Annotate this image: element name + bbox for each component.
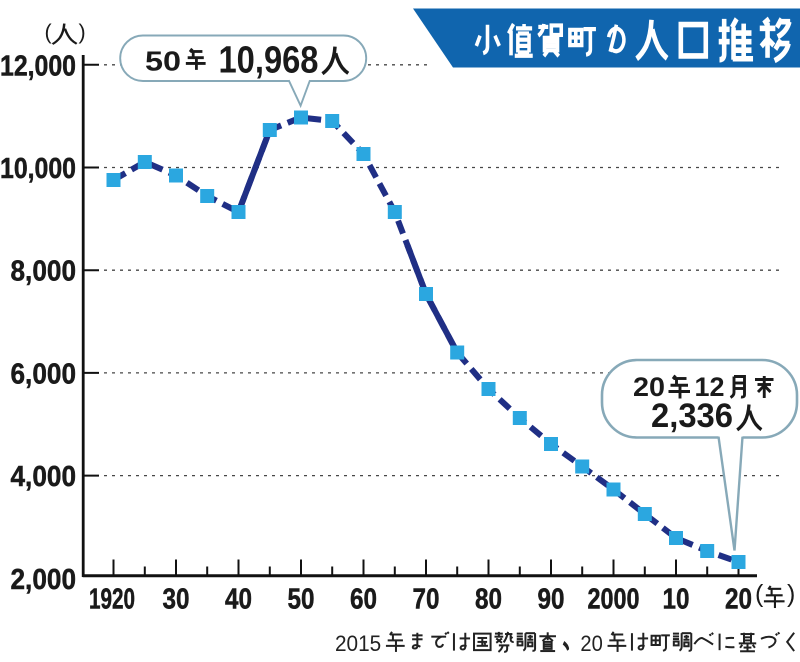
svg-text:2000: 2000: [588, 584, 640, 616]
svg-text:70: 70: [413, 584, 440, 616]
svg-text:2,336: 2,336: [651, 397, 733, 435]
svg-text:12: 12: [695, 372, 725, 402]
svg-text:8,000: 8,000: [11, 256, 77, 288]
svg-text:10: 10: [663, 584, 690, 616]
svg-text:20: 20: [633, 372, 665, 402]
svg-text:): ): [787, 580, 795, 608]
svg-text:4,000: 4,000: [11, 461, 77, 493]
svg-text:6,000: 6,000: [11, 358, 77, 390]
svg-text:60: 60: [350, 584, 377, 616]
svg-text:30: 30: [163, 584, 190, 616]
svg-text:90: 90: [538, 584, 565, 616]
svg-text:50: 50: [145, 46, 181, 77]
svg-text:40: 40: [225, 584, 252, 616]
svg-text:10,000: 10,000: [0, 153, 76, 185]
svg-text:20: 20: [580, 631, 602, 656]
svg-text:2015: 2015: [335, 631, 381, 656]
svg-text:50: 50: [288, 584, 315, 616]
svg-text:10,968: 10,968: [219, 39, 319, 81]
svg-text:20: 20: [725, 584, 752, 616]
svg-text:(: (: [755, 580, 764, 608]
svg-text:(: (: [45, 20, 53, 44]
svg-text:): ): [79, 20, 86, 44]
svg-text:2,000: 2,000: [11, 564, 77, 596]
svg-text:12,000: 12,000: [0, 50, 76, 82]
svg-text:1920: 1920: [89, 584, 135, 616]
svg-text:80: 80: [475, 584, 502, 616]
